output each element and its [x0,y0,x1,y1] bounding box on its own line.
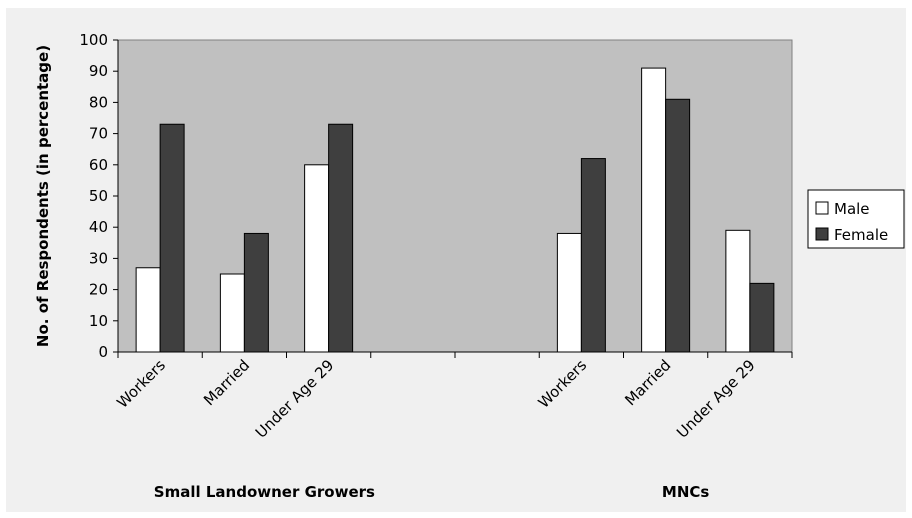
bars-layer [135,67,775,353]
bar-male-1 [219,273,245,353]
bar-male-7 [725,229,751,353]
y-tick-label: 0 [98,343,108,361]
x-tick-label: Workers [535,356,591,412]
bar-female-6 [665,98,691,353]
y-tick-label: 30 [89,249,108,267]
x-tick-label: Married [621,356,674,409]
x-tick-label: Workers [113,356,169,412]
x-tick-label: Under Age 29 [252,356,338,442]
bar-male-2 [304,164,330,353]
plot-layer [117,39,793,353]
bar-male-5 [556,232,582,353]
y-tick-label: 70 [89,125,108,143]
legend-label: Male [834,200,870,218]
legend-label: Female [834,226,888,244]
plot-area [117,39,793,353]
legend-swatch [815,201,829,215]
y-tick-label: 80 [89,93,108,111]
legend-swatch [815,227,829,241]
group-label: Small Landowner Growers [154,483,375,501]
group-label: MNCs [662,483,709,501]
y-tick-label: 40 [89,218,108,236]
y-tick-label: 60 [89,156,108,174]
bar-female-7 [749,282,775,353]
y-tick-label: 20 [89,281,108,299]
bar-female-5 [580,158,606,353]
y-tick-label: 50 [89,187,108,205]
y-tick-label: 90 [89,62,108,80]
x-tick-label: Under Age 29 [673,356,759,442]
y-axis-title: No. of Respondents (in percentage) [34,45,52,347]
legend: Male Female [807,189,905,249]
y-tick-label: 100 [79,31,108,49]
bar-female-1 [243,232,269,353]
bar-female-2 [328,123,354,353]
bar-male-6 [641,67,667,353]
y-tick-label: 10 [89,312,108,330]
axes-layer [113,39,793,358]
bar-male-0 [135,267,161,353]
bar-female-0 [159,123,185,353]
x-tick-label: Married [200,356,253,409]
